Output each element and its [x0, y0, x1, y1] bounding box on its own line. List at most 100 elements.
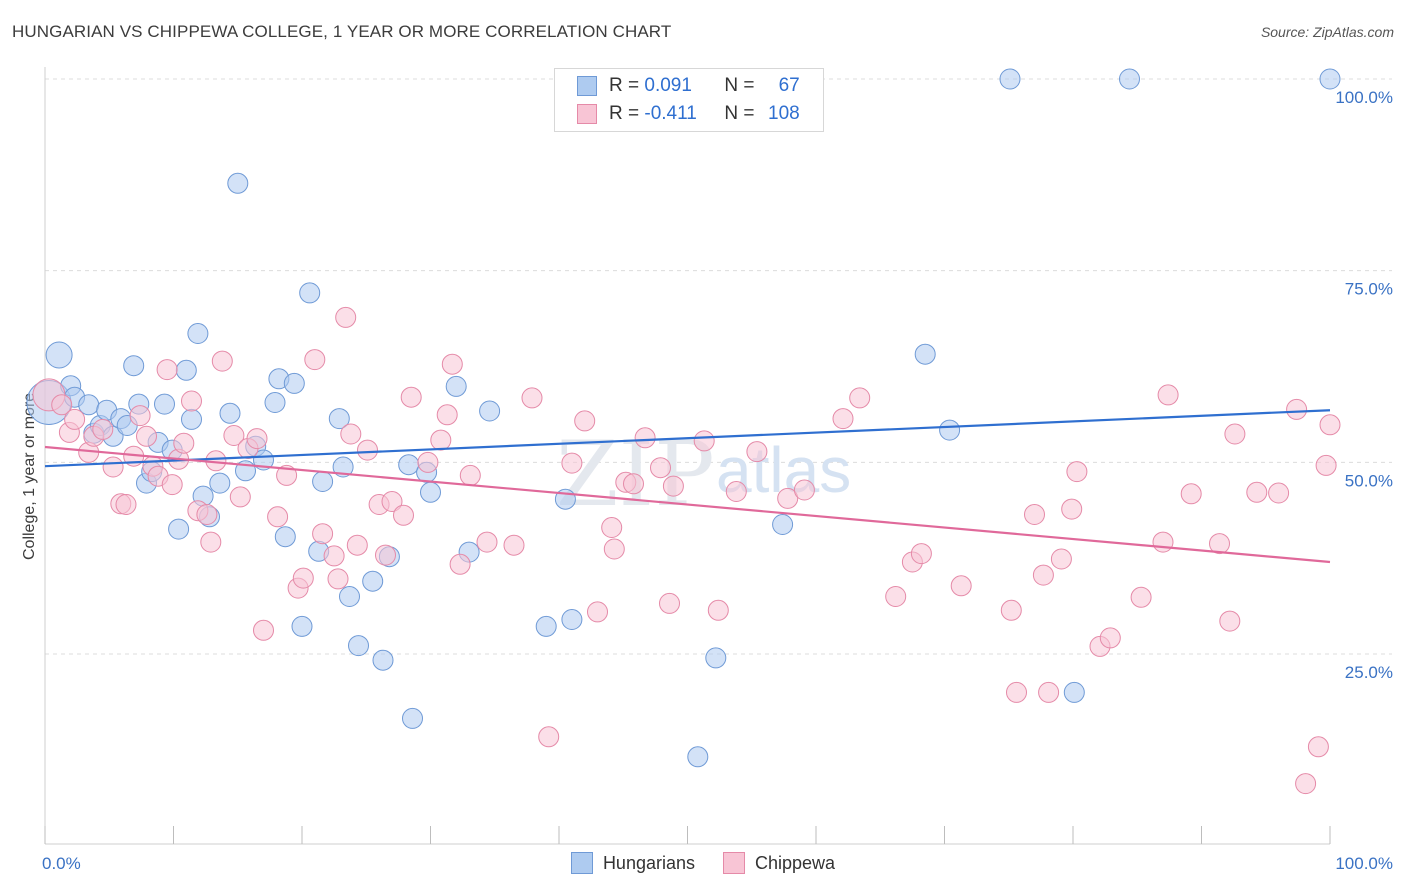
data-point: [402, 707, 423, 729]
data-point: [1006, 681, 1027, 703]
data-point: [223, 425, 245, 446]
data-point: [348, 635, 369, 657]
data-point: [1180, 483, 1202, 505]
legend-item-chippewa: Chippewa: [723, 852, 835, 874]
trend-line-chippewa: [44, 445, 1331, 564]
data-point: [283, 372, 305, 394]
legend-row-hungarians: R = 0.091 N = 67: [577, 73, 800, 99]
data-point: [777, 487, 799, 509]
data-point: [746, 441, 768, 463]
data-point: [420, 481, 441, 503]
data-point: [1152, 531, 1174, 553]
data-point: [335, 306, 357, 328]
data-point: [227, 172, 249, 194]
data-point: [211, 350, 233, 372]
legend-r-label: R =: [609, 103, 645, 124]
data-point: [400, 386, 422, 408]
data-point: [115, 494, 137, 515]
data-point: [299, 282, 321, 304]
data-point: [832, 408, 854, 430]
data-point: [634, 427, 656, 449]
legend-n-label: N =: [724, 75, 760, 96]
data-point: [476, 531, 498, 553]
data-point: [561, 609, 583, 630]
data-point: [459, 464, 481, 486]
data-point: [1119, 68, 1140, 90]
data-point: [479, 400, 501, 422]
data-point: [291, 615, 313, 637]
data-point: [92, 418, 114, 440]
data-point: [292, 567, 314, 589]
data-point: [436, 404, 458, 426]
data-point: [196, 504, 218, 525]
data-point: [154, 393, 175, 415]
legend-r-value: 0.091: [644, 75, 692, 96]
data-point: [168, 518, 190, 540]
y-tick-label: 75.0%: [1345, 280, 1393, 299]
data-point: [521, 387, 543, 409]
data-point: [885, 586, 907, 607]
y-tick-label: 50.0%: [1345, 471, 1393, 490]
data-point: [939, 419, 961, 441]
data-point: [1061, 498, 1083, 520]
data-point: [1307, 736, 1329, 758]
data-point: [253, 619, 274, 641]
data-point: [601, 517, 623, 538]
axes: [44, 67, 1331, 845]
data-point: [650, 457, 671, 479]
data-point: [45, 341, 73, 369]
data-point: [219, 402, 241, 424]
data-point: [441, 353, 463, 375]
data-point: [1315, 454, 1337, 476]
legend-r-value: -0.411: [644, 103, 697, 124]
data-point: [312, 471, 334, 492]
data-point: [129, 405, 151, 427]
data-point: [1246, 481, 1268, 503]
data-point: [449, 553, 471, 575]
data-point: [705, 647, 727, 669]
data-point: [1099, 627, 1121, 649]
data-point: [914, 343, 936, 365]
y-tick-labels: 100.0% 75.0% 50.0% 25.0%: [1335, 88, 1393, 682]
data-point: [304, 349, 326, 371]
legend-r-label: R =: [609, 75, 645, 96]
data-point: [381, 491, 403, 512]
data-point: [1209, 533, 1230, 555]
legend-swatch-hungarians: [570, 852, 593, 874]
y-tick-label: 25.0%: [1345, 663, 1393, 682]
data-point: [246, 428, 268, 450]
data-point: [312, 523, 334, 545]
data-point: [229, 486, 251, 508]
data-point: [123, 355, 145, 377]
data-point: [1319, 414, 1341, 436]
data-point: [327, 568, 349, 590]
data-point: [725, 481, 747, 502]
data-point: [793, 479, 815, 501]
data-point: [603, 538, 625, 560]
data-point: [375, 544, 396, 566]
data-point: [1286, 398, 1308, 420]
data-point: [161, 474, 183, 496]
data-point: [1224, 423, 1246, 445]
data-point: [156, 359, 178, 381]
legend-n-value: 67: [778, 75, 800, 96]
y-tick-label: 100.0%: [1335, 88, 1393, 107]
data-point: [181, 390, 202, 412]
legend-swatch-chippewa: [723, 852, 745, 874]
series-chippewa: [32, 306, 1341, 795]
data-point: [1038, 681, 1060, 703]
data-point: [1032, 564, 1054, 586]
data-point: [1130, 586, 1152, 608]
data-point: [398, 454, 420, 476]
data-point: [332, 456, 354, 478]
data-point: [346, 534, 368, 556]
data-point: [1219, 610, 1241, 632]
data-point: [535, 615, 557, 637]
data-point: [267, 506, 289, 528]
data-point: [264, 392, 286, 413]
data-point: [136, 425, 157, 447]
data-point: [950, 575, 972, 597]
data-point: [323, 545, 345, 567]
trend-lines: [44, 409, 1331, 564]
